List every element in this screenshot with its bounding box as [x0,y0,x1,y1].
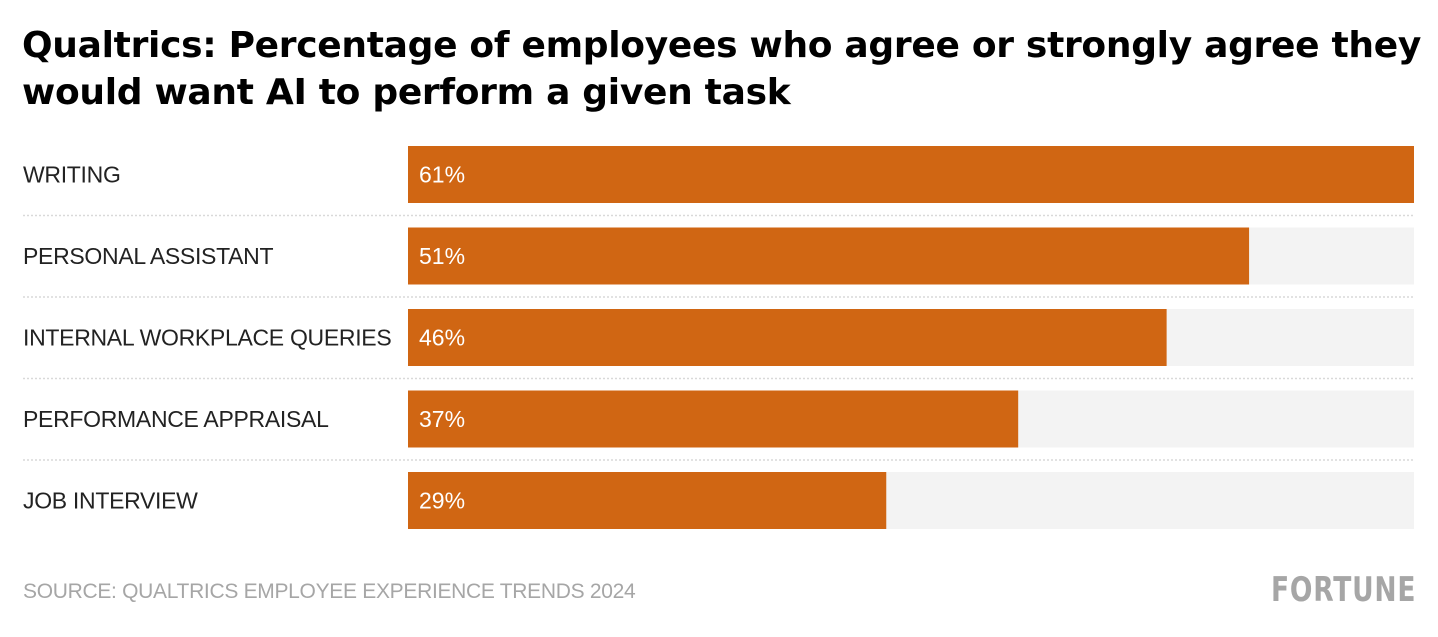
value-label: 46% [419,325,465,351]
value-label: 61% [419,162,465,188]
category-label: WRITING [23,162,121,188]
source-note: SOURCE: QUALTRICS EMPLOYEE EXPERIENCE TR… [23,580,636,603]
bar-chart: WRITING 61% PERSONAL ASSISTANT 51% INTERNAL … [23,146,1414,529]
chart-title: Qualtrics: Percentage of employees who a… [22,25,1422,113]
bar [408,472,887,529]
value-label: 51% [419,243,465,269]
category-label: PERFORMANCE APPRAISAL [23,406,329,432]
bar [408,309,1167,366]
category-label: JOB INTERVIEW [23,488,198,514]
category-label: INTERNAL WORKPLACE QUERIES [23,325,391,351]
category-label: PERSONAL ASSISTANT [23,243,273,269]
bar [408,227,1250,285]
bar [408,390,1019,448]
bar [408,146,1414,203]
value-label: 29% [419,488,465,514]
fortune-logo: FORTUNE [1270,570,1416,610]
value-label: 37% [419,406,465,432]
